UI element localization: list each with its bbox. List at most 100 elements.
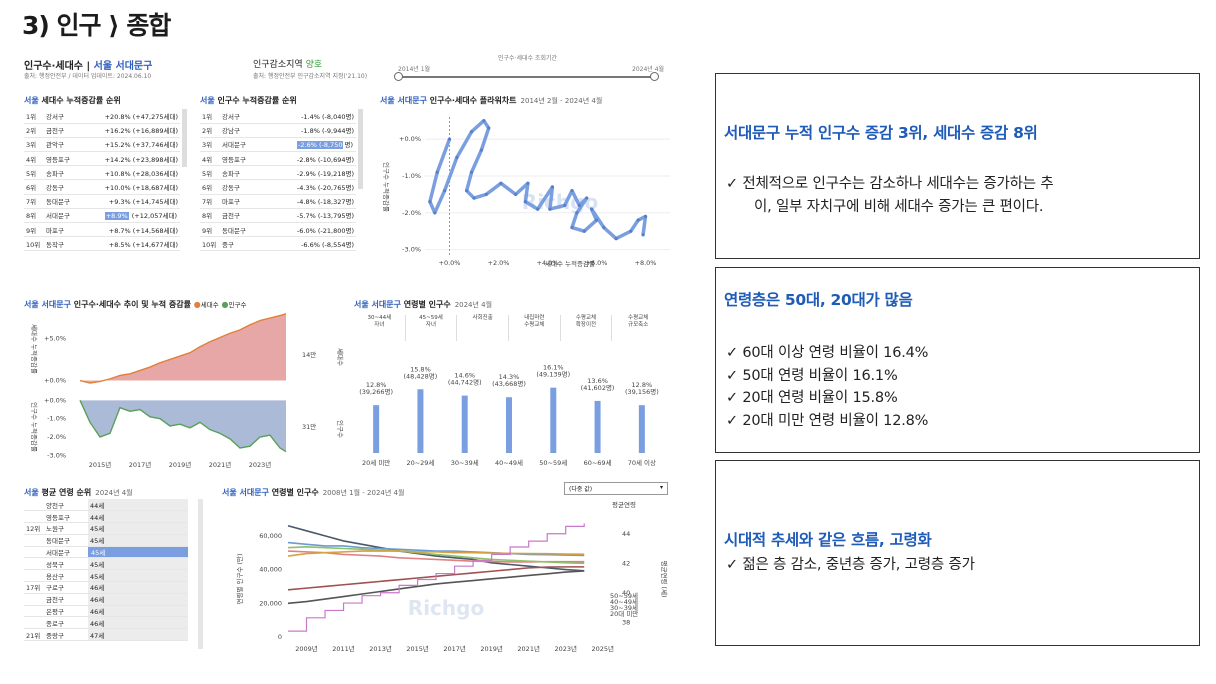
value-text: -6.0% (-21,800명): [296, 226, 354, 235]
x-tick-label: 2021년: [517, 644, 540, 653]
phase-point: [602, 225, 606, 230]
district-cell: 노원구: [44, 522, 88, 535]
population-scrollbar[interactable]: [358, 109, 363, 189]
table-row[interactable]: 10위 동작구 +8.5% (+14,677세대): [24, 236, 180, 252]
table-row[interactable]: 4위 영등포구 -2.8% (-10,694명): [200, 151, 356, 167]
value-text: -2.8% (-10,694명): [296, 155, 354, 164]
table-row[interactable]: 동대문구 45세: [24, 534, 188, 547]
value-cell: -1.8% (-9,944명): [264, 123, 356, 138]
slider-handle-end[interactable]: [650, 72, 659, 81]
card-2-line-2: ✓ 50대 연령 비율이 16.1%: [726, 368, 898, 384]
table-row[interactable]: 9위 동대문구 -6.0% (-21,800명): [200, 222, 356, 238]
table-row[interactable]: 8위 금천구 -5.7% (-13,795명): [200, 208, 356, 224]
bar-data-label: 12.8%: [632, 381, 653, 389]
period-end: 2024년 4월: [632, 66, 665, 73]
value-cell: -5.7% (-13,795명): [264, 208, 356, 224]
value-cell: -4.8% (-18,327명): [264, 194, 356, 209]
table-row[interactable]: 금천구 46세: [24, 593, 188, 606]
district-cell: 마포구: [220, 194, 264, 209]
value-text: +10.8% (+28,036세대): [104, 169, 178, 178]
bar-data-label: (41,602명): [581, 383, 615, 392]
value-text: +10.0% (+18,687세대): [104, 184, 178, 193]
value-cell: +20.8% (+47,275세대): [88, 109, 180, 124]
phase-series-line: [428, 118, 648, 241]
watermark: Richgo: [522, 190, 598, 214]
value-text: +8.7% (+14,568세대): [108, 226, 178, 235]
table-row[interactable]: 은평구 46세: [24, 605, 188, 618]
table-row[interactable]: 1위 강서구 -1.4% (-8,040명): [200, 109, 356, 124]
district-cell: 강동구: [44, 179, 88, 195]
category-label: 20세 미만: [362, 458, 390, 467]
value-text: 45세: [91, 549, 106, 558]
rank-cell: [24, 605, 44, 618]
legend-household-dot: ●: [193, 300, 201, 309]
table-row[interactable]: 10위 중구 -6.6% (-8,554명): [200, 236, 356, 252]
table-row[interactable]: 17위 구로구 46세: [24, 581, 188, 594]
period-slider[interactable]: [398, 76, 654, 78]
age-group-header: 30~44세 자녀 45~59세 자녀 사회진출 내집마련 수평교체 수평교체 확장이전…: [354, 315, 664, 341]
table-row[interactable]: 용산구 45세: [24, 569, 188, 583]
table-row[interactable]: 성북구 45세: [24, 557, 188, 571]
table-row[interactable]: 4위 영등포구 +14.2% (+23,898세대): [24, 151, 180, 167]
value-text: 44세: [90, 501, 105, 510]
table-row[interactable]: 1위 강서구 +20.8% (+47,275세대): [24, 109, 180, 124]
series-filter-dropdown[interactable]: (다중 값) ▾: [564, 482, 668, 495]
population-rank-title: 서울 인구수 누적증감률 순위: [200, 96, 297, 105]
district-cell: 금천구: [44, 593, 88, 606]
table-row[interactable]: 3위 서대문구 -2.6% (-8,750 명): [200, 137, 356, 153]
value-cell: 44세: [88, 510, 188, 524]
table-row[interactable]: 5위 송파구 -2.9% (-19,218명): [200, 165, 356, 181]
table-row[interactable]: 7위 동대문구 +9.3% (+14,745세대): [24, 194, 180, 209]
value-text: -6.6% (-8,554명): [301, 240, 354, 249]
rank-cell: 9위: [24, 222, 44, 238]
age-chart-title: 서울 서대문구 연령별 인구수 2024년 4월: [354, 300, 493, 309]
table-row[interactable]: 서대문구 45세: [24, 546, 188, 559]
x-tick-label: 2017년: [129, 460, 152, 469]
series-end-label: 50~59세: [610, 591, 638, 600]
population-area: [80, 400, 286, 452]
series-line: [287, 541, 585, 557]
table-row[interactable]: 8위 서대문구 +8.9% (+12,057세대): [24, 208, 180, 224]
table-row[interactable]: 종로구 46세: [24, 616, 188, 630]
table-row[interactable]: 7위 마포구 -4.8% (-18,327명): [200, 194, 356, 209]
table-row[interactable]: 3위 관악구 +15.2% (+37,746세대): [24, 137, 180, 153]
table-row[interactable]: 6위 강동구 -4.3% (-20,765명): [200, 179, 356, 195]
avg-age-table: 양천구 44세 영등포구 44세 12위 노원구 45세 동대문구 45세 서대문구 45세 성북구 4…: [24, 499, 188, 642]
table-row[interactable]: 21위 중랑구 47세: [24, 628, 188, 642]
table-row[interactable]: 2위 금천구 +16.2% (+16,889세대): [24, 123, 180, 138]
value-text: +20.8% (+47,275세대): [104, 112, 178, 121]
phase-point: [594, 218, 599, 222]
value-text: +15.2% (+37,746세대): [104, 141, 178, 150]
household-scrollbar[interactable]: [182, 109, 187, 167]
value-text: -4.8% (-18,327명): [296, 198, 354, 207]
rank-cell: [24, 546, 44, 559]
table-row[interactable]: 12위 노원구 45세: [24, 522, 188, 535]
rank-cell: 3위: [200, 137, 220, 153]
district-cell: 강남구: [220, 123, 264, 138]
slider-handle-start[interactable]: [394, 72, 403, 81]
bar-data-label: 16.1%: [543, 364, 564, 372]
district-cell: 동작구: [44, 236, 88, 252]
table-row[interactable]: 2위 강남구 -1.8% (-9,944명): [200, 123, 356, 138]
x-tick-label: 2019년: [169, 460, 192, 469]
avg-age-scrollbar[interactable]: [198, 499, 203, 649]
y-tick-label: 0: [278, 633, 282, 641]
table-row[interactable]: 영등포구 44세: [24, 510, 188, 524]
table-row[interactable]: 6위 강동구 +10.0% (+18,687세대): [24, 179, 180, 195]
district-cell: 동대문구: [44, 534, 88, 547]
value-cell: -1.4% (-8,040명): [264, 109, 356, 124]
rank-cell: 1위: [200, 109, 220, 124]
table-row[interactable]: 9위 마포구 +8.7% (+14,568세대): [24, 222, 180, 238]
phase-point: [641, 233, 645, 237]
y-tick-label: 20,000: [259, 599, 282, 607]
x-tick-label: +8.0%: [635, 259, 657, 267]
table-row[interactable]: 5위 송파구 +10.8% (+28,036세대): [24, 165, 180, 181]
table-row[interactable]: 양천구 44세: [24, 499, 188, 512]
dashboard-image: 인구수·세대수 | 서울 서대문구 출처: 행정안전부 / 데이터 업데이트: …: [20, 45, 680, 665]
district-cell: 영등포구: [44, 151, 88, 167]
card-3-title: 시대적 추세와 같은 흐름, 고령화: [724, 531, 932, 549]
y-tick-label: -1.0%: [47, 415, 66, 423]
category-label: 70세 이상: [628, 458, 656, 467]
value-text: 46세: [90, 619, 105, 628]
district-cell: 서대문구: [44, 208, 88, 224]
